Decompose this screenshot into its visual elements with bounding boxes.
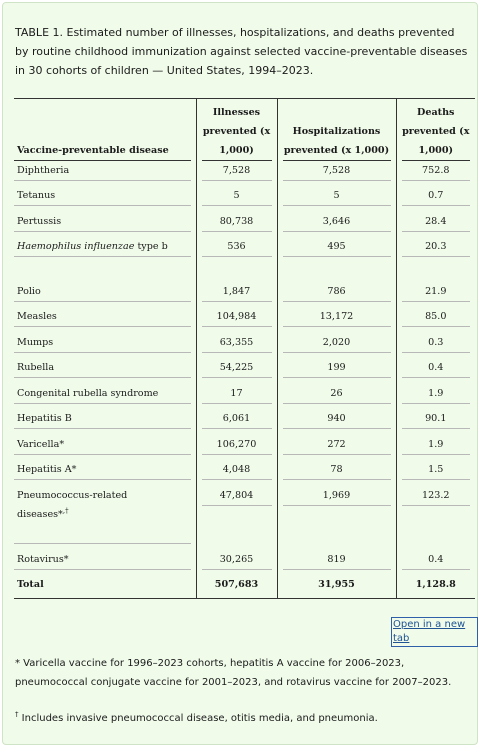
disease-cell: Total — [17, 578, 44, 590]
illnesses-cell: 507,683 — [214, 578, 259, 590]
deaths-cell: 1.5 — [401, 460, 470, 480]
table-row: Measles 104,984 13,172 85.0 — [14, 306, 475, 333]
hospitalizations-cell: 786 — [282, 282, 391, 302]
disease-cell: Pertussis — [14, 212, 191, 232]
header-row: Vaccine-preventable disease Illnesses pr… — [14, 98, 475, 161]
deaths-cell: 90.1 — [401, 409, 470, 429]
disease-cell: Varicella* — [14, 435, 191, 455]
hospitalizations-cell: 272 — [282, 435, 391, 455]
hospitalizations-cell: 78 — [282, 460, 391, 480]
disease-cell: Pneumococcus-related diseases*,† — [14, 486, 191, 544]
hospitalizations-cell: 31,955 — [318, 578, 355, 590]
hospitalizations-cell: 819 — [282, 550, 391, 570]
illnesses-cell: 17 — [201, 384, 272, 404]
table-row: Varicella* 106,270 272 1.9 — [14, 434, 475, 460]
disease-cell: Diphtheria — [14, 161, 191, 181]
disease-cell: Polio — [14, 282, 191, 302]
hospitalizations-cell: 1,969 — [282, 486, 391, 506]
total-row: Total 507,683 31,955 1,128.8 — [14, 574, 475, 599]
header-illnesses: Illnesses prevented (x 1,000) — [195, 98, 277, 161]
vaccine-table: Vaccine-preventable disease Illnesses pr… — [14, 98, 475, 599]
illnesses-cell: 47,804 — [201, 486, 272, 506]
hospitalizations-cell: 5 — [282, 186, 391, 206]
header-deaths: Deaths prevented (x 1,000) — [395, 98, 475, 161]
footnote-dagger: † Includes invasive pneumococcal disease… — [15, 710, 378, 724]
deaths-cell: 0.4 — [401, 358, 470, 378]
hospitalizations-cell: 495 — [282, 237, 391, 257]
disease-cell: Rubella — [14, 358, 191, 378]
table-row: Haemophilus influenzae type b 536 495 20… — [14, 236, 475, 282]
illnesses-cell: 1,847 — [201, 282, 272, 302]
deaths-cell: 0.3 — [401, 333, 470, 353]
table-row: Congenital rubella syndrome 17 26 1.9 — [14, 383, 475, 409]
illnesses-cell: 5 — [201, 186, 272, 206]
deaths-cell: 28.4 — [401, 212, 470, 232]
deaths-cell: 20.3 — [401, 237, 470, 257]
table-row: Diphtheria 7,528 7,528 752.8 — [14, 160, 475, 186]
table-row: Hepatitis A* 4,048 78 1.5 — [14, 459, 475, 486]
hospitalizations-cell: 26 — [282, 384, 391, 404]
disease-cell: Hepatitis A* — [14, 460, 191, 480]
hospitalizations-cell: 199 — [282, 358, 391, 378]
deaths-cell: 1,128.8 — [415, 578, 456, 590]
disease-cell: Mumps — [14, 333, 191, 353]
table-row: Polio 1,847 786 21.9 — [14, 281, 475, 307]
table-row: Hepatitis B 6,061 940 90.1 — [14, 408, 475, 435]
disease-cell: Congenital rubella syndrome — [14, 384, 191, 404]
table-row: Pertussis 80,738 3,646 28.4 — [14, 211, 475, 237]
illnesses-cell: 30,265 — [201, 550, 272, 570]
header-disease: Vaccine-preventable disease — [14, 98, 196, 161]
disease-cell: Haemophilus influenzae type b — [14, 237, 191, 257]
hospitalizations-cell: 7,528 — [282, 161, 391, 181]
hospitalizations-cell: 13,172 — [282, 307, 391, 327]
illnesses-cell: 7,528 — [201, 161, 272, 181]
disease-cell: Tetanus — [14, 186, 191, 206]
open-in-new-tab-link[interactable]: Open in a new tab — [391, 617, 478, 647]
table-row: Rubella 54,225 199 0.4 — [14, 357, 475, 384]
illnesses-cell: 4,048 — [201, 460, 272, 480]
footnote-asterisk: * Varicella vaccine for 1996–2023 cohort… — [15, 658, 452, 688]
deaths-cell: 1.9 — [401, 435, 470, 455]
hospitalizations-cell: 940 — [282, 409, 391, 429]
illnesses-cell: 104,984 — [201, 307, 272, 327]
header-hospitalizations: Hospitalizations prevented (x 1,000) — [276, 98, 396, 161]
deaths-cell: 1.9 — [401, 384, 470, 404]
illnesses-cell: 6,061 — [201, 409, 272, 429]
illnesses-cell: 80,738 — [201, 212, 272, 232]
table-row: Mumps 63,355 2,020 0.3 — [14, 332, 475, 358]
deaths-cell: 123.2 — [401, 486, 470, 506]
deaths-cell: 0.7 — [401, 186, 470, 206]
table-row: Tetanus 5 5 0.7 — [14, 185, 475, 212]
table-row: Rotavirus* 30,265 819 0.4 — [14, 549, 475, 575]
hospitalizations-cell: 3,646 — [282, 212, 391, 232]
table-row: Pneumococcus-related diseases*,† 47,804 1… — [14, 485, 475, 550]
deaths-cell: 0.4 — [401, 550, 470, 570]
deaths-cell: 21.9 — [401, 282, 470, 302]
disease-cell: Rotavirus* — [14, 550, 191, 570]
illnesses-cell: 63,355 — [201, 333, 272, 353]
table-caption: TABLE 1. Estimated number of illnesses, … — [15, 26, 468, 77]
disease-cell: Measles — [14, 307, 191, 327]
disease-cell: Hepatitis B — [14, 409, 191, 429]
illnesses-cell: 536 — [201, 237, 272, 257]
illnesses-cell: 54,225 — [201, 358, 272, 378]
illnesses-cell: 106,270 — [201, 435, 272, 455]
deaths-cell: 85.0 — [401, 307, 470, 327]
hospitalizations-cell: 2,020 — [282, 333, 391, 353]
deaths-cell: 752.8 — [401, 161, 470, 181]
table-panel: TABLE 1. Estimated number of illnesses, … — [2, 2, 478, 745]
